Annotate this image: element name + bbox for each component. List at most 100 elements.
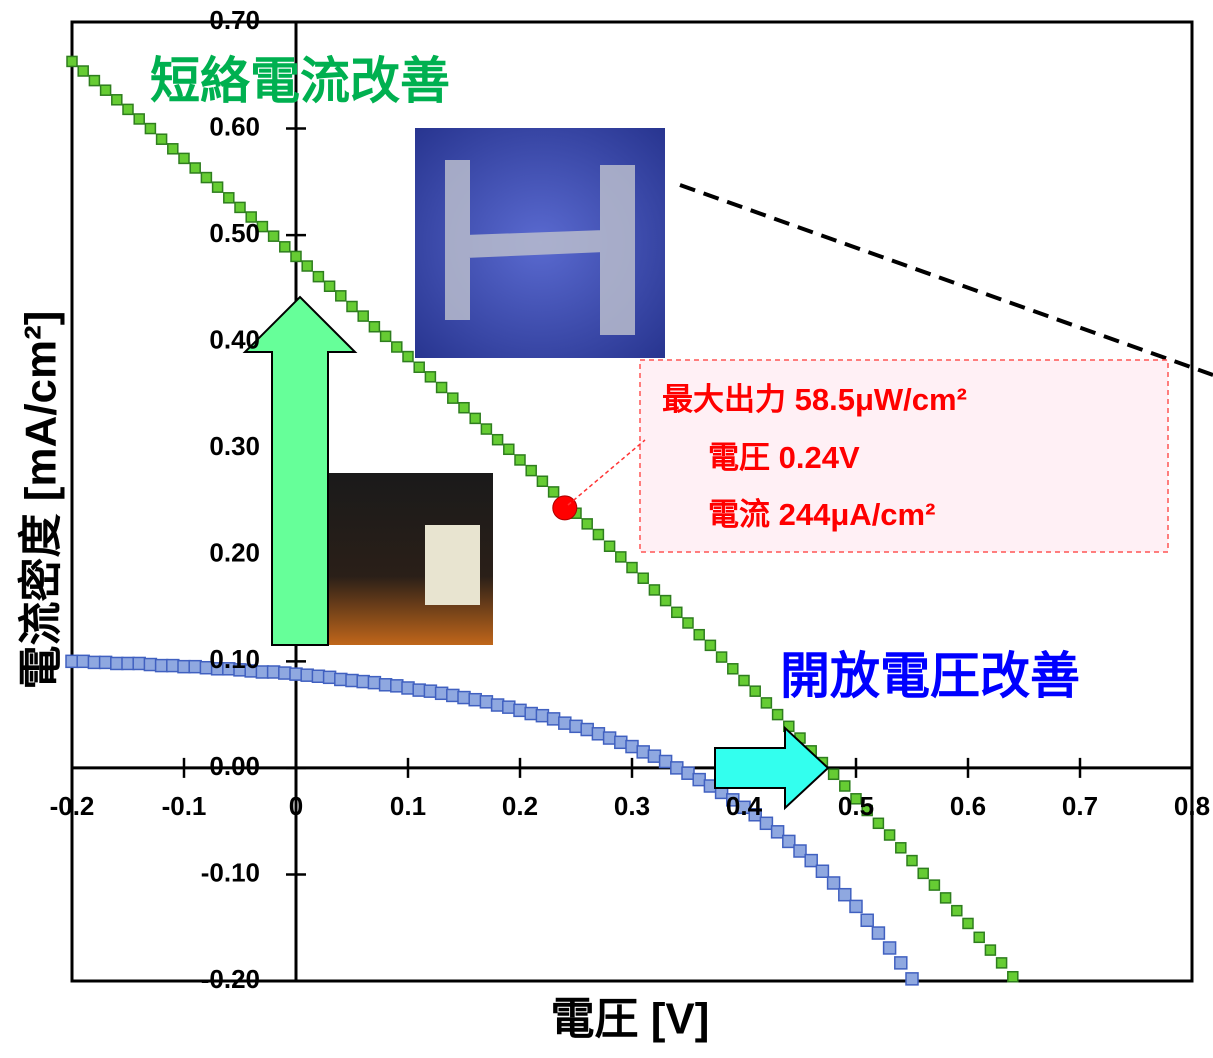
marker: [582, 519, 592, 529]
marker: [133, 657, 145, 669]
marker: [77, 655, 89, 667]
marker: [683, 618, 693, 628]
marker: [693, 774, 705, 786]
marker: [941, 893, 951, 903]
marker: [705, 640, 715, 650]
callout-text: 電流 244μA/cm²: [708, 497, 935, 532]
marker: [324, 671, 336, 683]
marker: [301, 669, 313, 681]
marker: [885, 830, 895, 840]
x-tick-label: 0.2: [502, 791, 538, 821]
marker: [157, 134, 167, 144]
marker: [537, 476, 547, 486]
marker: [235, 202, 245, 212]
chart: 最大出力 58.5μW/cm² 電圧 0.24V 電流 244μA/cm² 短絡…: [0, 0, 1213, 1053]
marker: [480, 696, 492, 708]
marker: [649, 585, 659, 595]
marker: [269, 231, 279, 241]
marker: [481, 424, 491, 434]
marker: [335, 673, 347, 685]
marker: [772, 826, 784, 838]
x-tick-label: 0.1: [390, 791, 426, 821]
marker: [514, 704, 526, 716]
marker: [302, 261, 312, 271]
marker: [358, 311, 368, 321]
marker: [896, 843, 906, 853]
marker: [469, 694, 481, 706]
marker: [739, 676, 749, 686]
y-tick-label: 0.40: [209, 325, 260, 355]
marker: [761, 698, 771, 708]
marker: [884, 942, 896, 954]
marker: [201, 173, 211, 183]
marker: [145, 124, 155, 134]
marker: [805, 855, 817, 867]
marker: [985, 945, 995, 955]
x-tick-label: 0: [289, 791, 303, 821]
marker: [627, 563, 637, 573]
annotation: 開放電圧改善: [780, 648, 1080, 704]
marker: [717, 652, 727, 662]
marker: [728, 664, 738, 674]
marker: [760, 817, 772, 829]
marker: [593, 530, 603, 540]
marker: [615, 736, 627, 748]
marker: [67, 56, 77, 66]
x-axis-label: 電圧 [V]: [551, 995, 710, 1044]
marker: [906, 973, 918, 985]
marker: [325, 281, 335, 291]
marker: [493, 435, 503, 445]
marker: [559, 717, 571, 729]
marker: [503, 701, 515, 713]
y-tick-label: 0.20: [209, 538, 260, 568]
x-tick-label: 0.5: [838, 791, 874, 821]
marker: [873, 818, 883, 828]
marker: [112, 95, 122, 105]
marker: [391, 680, 403, 692]
callout-text: 電圧 0.24V: [708, 440, 860, 475]
marker: [638, 573, 648, 583]
marker: [637, 746, 649, 758]
marker: [816, 865, 828, 877]
marker: [111, 657, 123, 669]
marker: [403, 352, 413, 362]
marker: [392, 342, 402, 352]
marker: [459, 403, 469, 413]
marker: [548, 713, 560, 725]
marker: [89, 76, 99, 86]
marker: [144, 659, 156, 671]
marker: [88, 656, 100, 668]
y-tick-label: 0.70: [209, 5, 260, 35]
marker: [414, 362, 424, 372]
marker: [861, 914, 873, 926]
y-tick-label: 0.30: [209, 431, 260, 461]
marker: [694, 630, 704, 640]
marker: [381, 331, 391, 341]
marker: [536, 710, 548, 722]
marker: [626, 741, 638, 753]
marker: [828, 877, 840, 889]
marker: [952, 906, 962, 916]
marker: [437, 382, 447, 392]
y-tick-label: -0.20: [201, 964, 260, 994]
marker: [312, 670, 324, 682]
marker: [313, 272, 323, 282]
marker: [515, 455, 525, 465]
x-tick-label: -0.2: [50, 791, 95, 821]
marker: [549, 487, 559, 497]
marker: [592, 728, 604, 740]
y-tick-label: 0.60: [209, 111, 260, 141]
marker: [660, 755, 672, 767]
marker: [189, 661, 201, 673]
marker: [369, 322, 379, 332]
marker: [425, 372, 435, 382]
marker: [424, 685, 436, 697]
annotation: 短絡電流改善: [150, 53, 450, 109]
marker: [616, 552, 626, 562]
marker: [357, 676, 369, 688]
marker: [123, 104, 133, 114]
x-tick-label: 0.7: [1062, 791, 1098, 821]
marker: [280, 242, 290, 252]
marker: [525, 708, 537, 720]
marker: [783, 835, 795, 847]
